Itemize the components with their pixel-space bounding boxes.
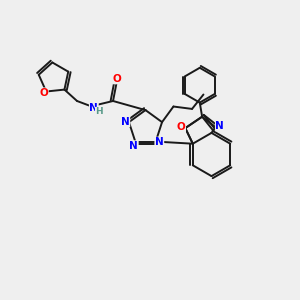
Text: H: H [95, 107, 103, 116]
Text: N: N [89, 103, 98, 113]
Text: N: N [129, 141, 138, 151]
Text: N: N [155, 137, 164, 147]
Text: O: O [177, 122, 185, 132]
Text: N: N [121, 116, 130, 127]
Text: O: O [113, 74, 122, 84]
Text: N: N [215, 121, 224, 131]
Text: O: O [39, 88, 48, 98]
